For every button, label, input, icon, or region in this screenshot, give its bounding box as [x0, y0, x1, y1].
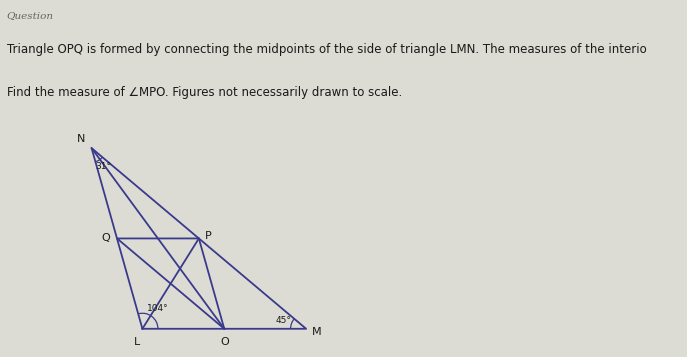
Text: 104°: 104° — [147, 304, 168, 313]
Text: O: O — [220, 337, 229, 347]
Text: P: P — [205, 231, 211, 241]
Text: L: L — [134, 337, 140, 347]
Text: Q: Q — [102, 233, 110, 243]
Text: Find the measure of ∠MPO. Figures not necessarily drawn to scale.: Find the measure of ∠MPO. Figures not ne… — [7, 86, 402, 99]
Text: M: M — [312, 327, 322, 337]
Text: Triangle OPQ is formed by connecting the midpoints of the side of triangle LMN. : Triangle OPQ is formed by connecting the… — [7, 43, 646, 56]
Text: Question: Question — [7, 11, 54, 20]
Text: N: N — [76, 134, 85, 144]
Text: 45°: 45° — [276, 316, 292, 325]
Text: 31°: 31° — [95, 162, 111, 171]
